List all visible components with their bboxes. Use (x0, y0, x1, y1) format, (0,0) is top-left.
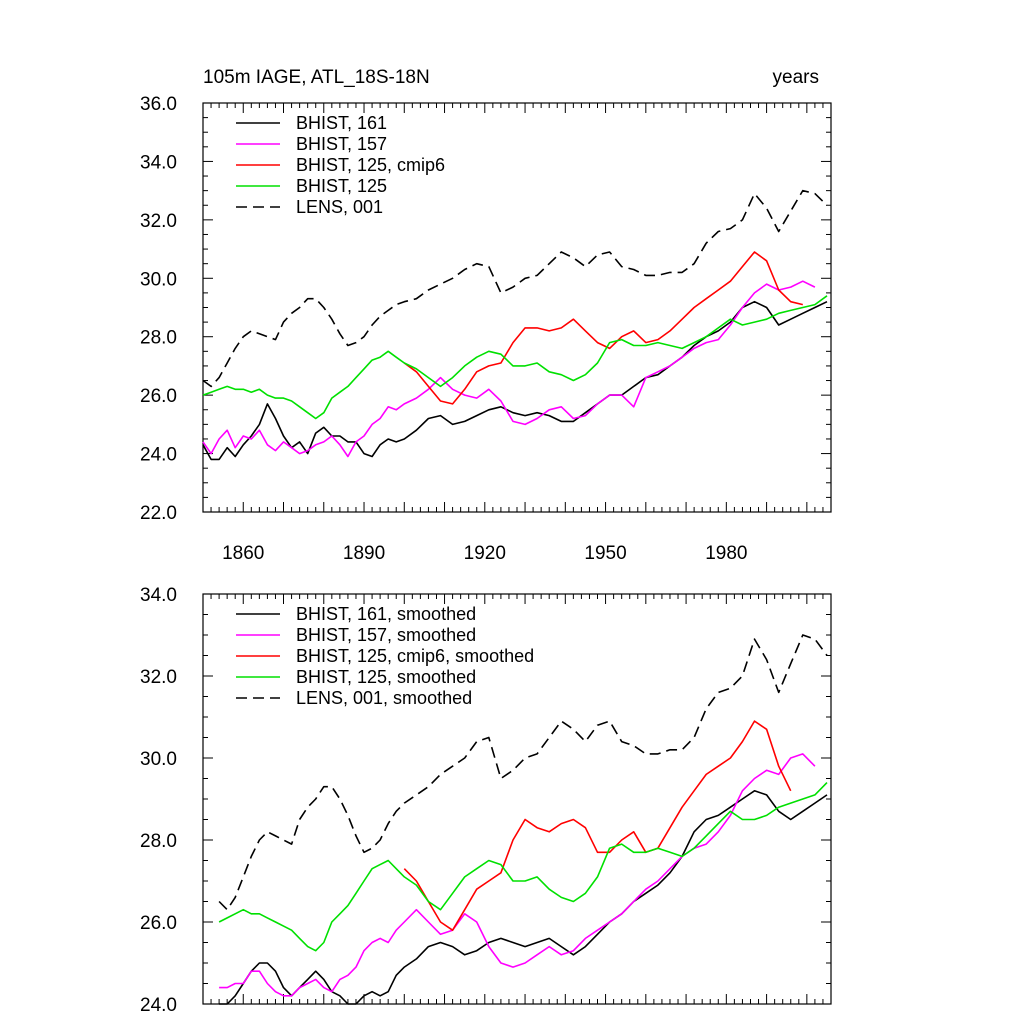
y-tick-label: 34.0 (140, 585, 177, 606)
y-tick-label: 36.0 (140, 94, 177, 115)
y-tick-label: 32.0 (140, 211, 177, 232)
legend-label-3: BHIST, 125, cmip6, smoothed (296, 646, 534, 666)
y-tick-label: 22.0 (140, 503, 177, 524)
chart-title-left: 105m IAGE, ATL_18S-18N (203, 67, 430, 88)
x-tick-label: 1890 (343, 543, 385, 564)
legend-label-4: BHIST, 125 (296, 176, 387, 196)
legend-label-5: LENS, 001 (296, 197, 383, 217)
chart-title-right: years (773, 67, 819, 88)
series-line-3 (403, 251, 803, 405)
legend-label-5: LENS, 001, smoothed (296, 688, 472, 708)
y-tick-label: 26.0 (140, 386, 177, 407)
y-tick-label: 34.0 (140, 152, 177, 173)
y-tick-label: 28.0 (140, 328, 177, 349)
legend-label-4: BHIST, 125, smoothed (296, 667, 476, 687)
series-line-2 (219, 753, 816, 997)
legend-label-2: BHIST, 157 (296, 134, 387, 154)
y-tick-label: 26.0 (140, 913, 177, 934)
chart-1: 22.0 24.0 26.0 28.0 30.0 32.0 34.0 36.0 1860 1890… (140, 67, 832, 564)
y-tick-label: 32.0 (140, 667, 177, 688)
legend-label-1: BHIST, 161 (296, 113, 387, 133)
y-tick-label: 30.0 (140, 749, 177, 770)
x-tick-label: 1860 (222, 543, 264, 564)
y-tick-label: 30.0 (140, 269, 177, 290)
legend-label-2: BHIST, 157, smoothed (296, 625, 476, 645)
y-tick-label: 28.0 (140, 831, 177, 852)
series-line-1 (202, 300, 828, 461)
series-line-4 (202, 295, 828, 420)
y-tick-label: 24.0 (140, 995, 177, 1016)
series-line-4 (218, 782, 828, 952)
x-tick-label: 1950 (584, 543, 626, 564)
series-line-5 (202, 189, 828, 388)
series-line-3 (403, 720, 792, 931)
chart-2: 24.0 26.0 28.0 30.0 32.0 34.0 BHIST, 161, smoo… (140, 585, 832, 1016)
legend-label-1: BHIST, 161, smoothed (296, 604, 476, 624)
x-tick-label: 1920 (464, 543, 506, 564)
series-line-5 (218, 634, 828, 911)
legend-label-3: BHIST, 125, cmip6 (296, 155, 445, 175)
series-line-2 (202, 280, 816, 458)
x-tick-label: 1980 (705, 543, 747, 564)
y-tick-label: 24.0 (140, 445, 177, 466)
